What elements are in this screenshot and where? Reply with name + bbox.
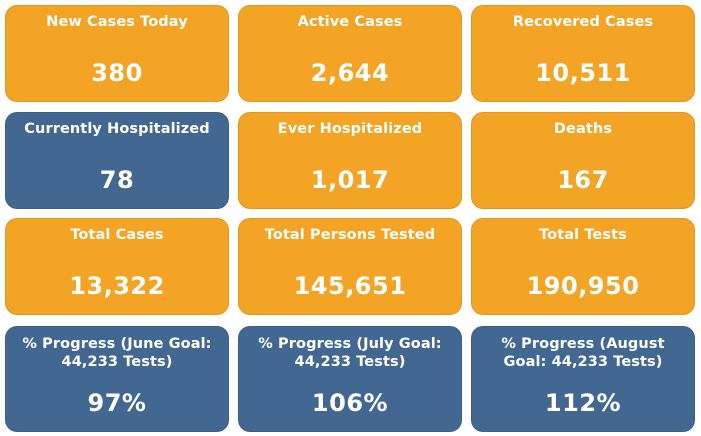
card-ever-hospitalized: Ever Hospitalized 1,017 <box>238 112 462 209</box>
card-value: 1,017 <box>310 166 390 194</box>
card-label: Total Tests <box>539 227 627 243</box>
card-currently-hospitalized: Currently Hospitalized 78 <box>5 112 229 209</box>
card-total-tests: Total Tests 190,950 <box>471 218 695 315</box>
card-value: 112% <box>544 389 622 417</box>
card-label: Currently Hospitalized <box>24 121 210 137</box>
card-new-cases-today: New Cases Today 380 <box>5 5 229 102</box>
card-deaths: Deaths 167 <box>471 112 695 209</box>
card-value: 380 <box>91 59 143 87</box>
card-total-cases: Total Cases 13,322 <box>5 218 229 315</box>
card-label: Deaths <box>553 121 613 137</box>
card-value: 78 <box>99 166 135 194</box>
card-label: Total Cases <box>70 227 164 243</box>
card-total-persons-tested: Total Persons Tested 145,651 <box>238 218 462 315</box>
card-active-cases: Active Cases 2,644 <box>238 5 462 102</box>
card-label: Active Cases <box>297 14 403 30</box>
card-label: % Progress (June Goal: 44,233 Tests) <box>22 336 212 370</box>
card-value: 97% <box>87 389 147 417</box>
card-label: Ever Hospitalized <box>277 121 423 137</box>
card-label: Recovered Cases <box>512 14 654 30</box>
card-progress-july: % Progress (July Goal: 44,233 Tests) 106… <box>238 326 462 432</box>
card-value: 106% <box>311 389 389 417</box>
card-value: 145,651 <box>293 272 407 300</box>
card-value: 190,950 <box>526 272 640 300</box>
card-value: 13,322 <box>69 272 165 300</box>
card-label: % Progress (August Goal: 44,233 Tests) <box>501 336 665 370</box>
card-value: 2,644 <box>310 59 390 87</box>
card-label: % Progress (July Goal: 44,233 Tests) <box>258 336 442 370</box>
card-progress-august: % Progress (August Goal: 44,233 Tests) 1… <box>471 326 695 432</box>
card-recovered-cases: Recovered Cases 10,511 <box>471 5 695 102</box>
card-label: Total Persons Tested <box>264 227 436 243</box>
card-progress-june: % Progress (June Goal: 44,233 Tests) 97% <box>5 326 229 432</box>
card-value: 167 <box>557 166 609 194</box>
card-value: 10,511 <box>535 59 631 87</box>
card-label: New Cases Today <box>46 14 188 30</box>
